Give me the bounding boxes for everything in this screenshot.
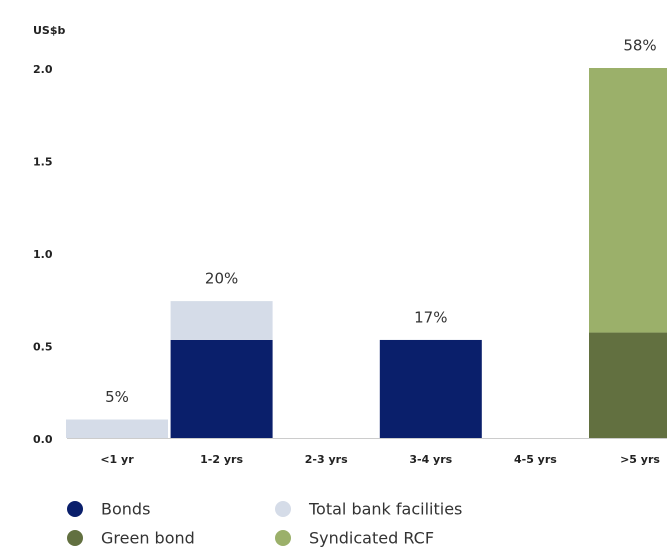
bar-segment <box>66 419 168 438</box>
x-tick-label: 2-3 yrs <box>305 453 348 466</box>
x-tick-label: 3-4 yrs <box>409 453 452 466</box>
bar-segment <box>170 339 273 438</box>
share-label: 5% <box>105 388 129 406</box>
legend-swatch <box>275 530 291 546</box>
bar-segment <box>379 339 482 438</box>
bar-segment <box>170 301 273 340</box>
x-tick-label: >5 yrs <box>620 453 660 466</box>
y-tick-label: 0.0 <box>33 433 53 446</box>
legend-label: Total bank facilities <box>308 500 462 519</box>
bar-segment <box>589 68 667 333</box>
legend-label: Green bond <box>101 529 195 548</box>
y-tick-label: 2.0 <box>33 63 53 76</box>
share-label: 17% <box>414 308 447 326</box>
legend-swatch <box>67 530 83 546</box>
x-tick-label: 1-2 yrs <box>200 453 243 466</box>
bar-segment <box>589 332 667 438</box>
legend-swatch <box>67 501 83 517</box>
x-tick-label: <1 yr <box>100 453 134 466</box>
legend-swatch <box>275 501 291 517</box>
y-tick-label: 0.5 <box>33 341 53 354</box>
share-label: 58% <box>623 37 656 55</box>
y-axis-label: US$b <box>33 24 66 37</box>
y-tick-label: 1.0 <box>33 248 53 261</box>
x-tick-label: 4-5 yrs <box>514 453 557 466</box>
y-tick-label: 1.5 <box>33 156 53 169</box>
legend-label: Bonds <box>101 500 150 519</box>
legend-label: Syndicated RCF <box>309 529 434 548</box>
share-label: 20% <box>205 270 238 288</box>
